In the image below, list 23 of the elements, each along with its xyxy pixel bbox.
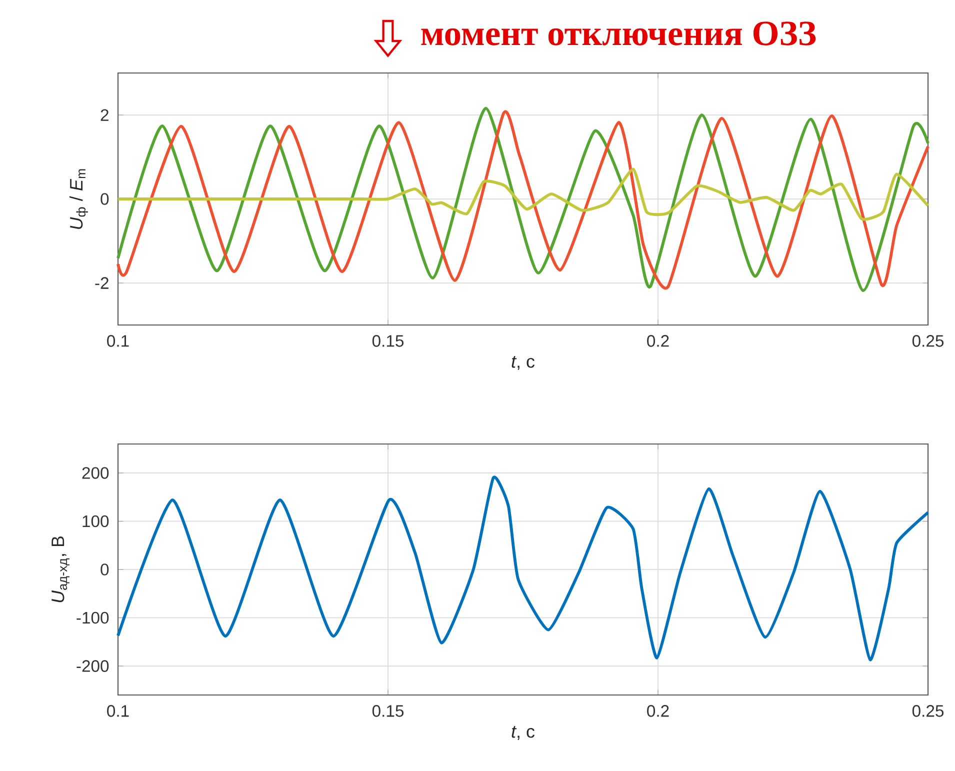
y-tick-label: 0: [100, 564, 109, 576]
line-series: [116, 168, 930, 221]
x-axis-title: t, с: [512, 726, 535, 740]
y-tick-label: 2: [100, 109, 108, 121]
x-tick-label: 0.15: [372, 335, 404, 347]
y-tick-label: -2: [95, 277, 108, 289]
text: момент отключения ОЗЗ: [421, 22, 816, 46]
x-tick-label: 0.2: [647, 335, 669, 347]
y-tick-label: -200: [76, 660, 109, 672]
x-tick-label: 0.25: [912, 335, 944, 347]
y-tick-label: -100: [76, 612, 109, 624]
x-tick-label: 0.2: [647, 705, 669, 717]
y-axis-title: U$_{ф}$ / E$_{m}$: [69, 169, 88, 229]
y-tick-label: 200: [82, 467, 109, 479]
x-tick-label: 0.25: [912, 705, 944, 717]
x-tick-label: 0.1: [107, 335, 129, 347]
x-axis-title: t, с: [512, 356, 535, 370]
y-tick-label: 100: [82, 515, 109, 528]
y-axis-title: U$_{ад-хд}$, В: [52, 536, 70, 602]
x-tick-label: 0.15: [372, 705, 404, 717]
line-series: [116, 476, 930, 662]
x-tick-label: 0.1: [107, 705, 129, 717]
y-tick-label: 0: [100, 193, 109, 205]
